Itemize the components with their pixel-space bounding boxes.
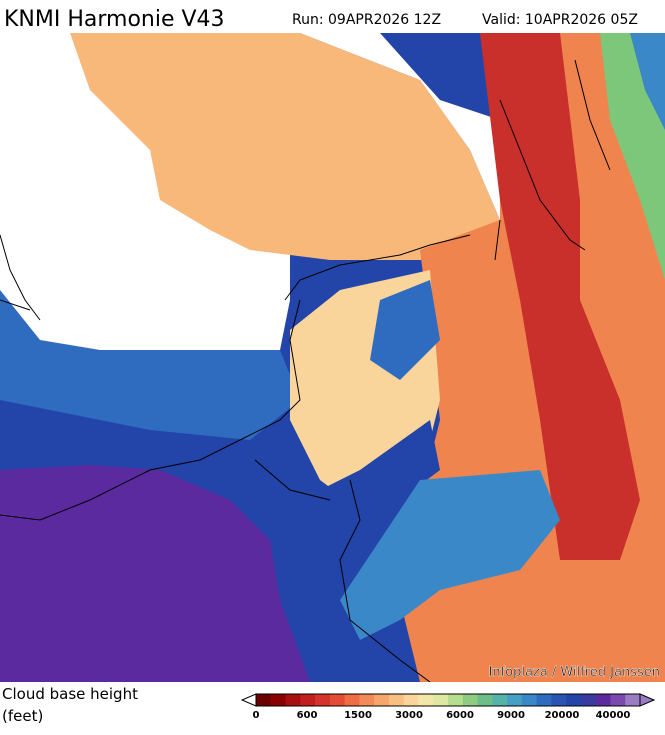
valid-time: Valid: 10APR2026 05Z	[482, 12, 638, 28]
color-swatch	[285, 694, 301, 706]
color-swatch	[403, 694, 419, 706]
colorbar-tick-label: 600	[297, 710, 318, 721]
color-swatch	[329, 694, 346, 706]
colorbar-arrow	[240, 693, 257, 707]
color-swatch	[256, 694, 272, 706]
color-swatch	[388, 694, 405, 706]
colorbar-tick-label: 9000	[497, 710, 525, 721]
color-swatch	[610, 694, 626, 706]
color-swatch	[492, 694, 508, 706]
colorbar-tick-label: 0	[253, 710, 260, 721]
color-swatch	[507, 694, 523, 706]
colorbar-tick-label: 1500	[344, 710, 372, 721]
legend-unit: (feet)	[2, 707, 43, 725]
color-swatch	[595, 694, 611, 706]
legend-title: Cloud base height	[2, 685, 138, 703]
color-swatch	[462, 694, 479, 706]
color-swatch	[536, 694, 552, 706]
color-swatch	[521, 694, 538, 706]
colorbar-arrow	[639, 693, 656, 707]
color-swatch	[477, 694, 493, 706]
colorbar-tick-label: 40000	[596, 710, 631, 721]
color-swatch	[625, 694, 641, 706]
title: KNMI Harmonie V43	[4, 7, 225, 32]
color-swatch	[344, 694, 360, 706]
color-swatch	[418, 694, 434, 706]
color-swatch	[433, 694, 449, 706]
map: Infoplaza / Wilfred Janssen	[0, 33, 665, 682]
color-swatch	[300, 694, 316, 706]
color-swatch	[374, 694, 390, 706]
color-swatch	[315, 694, 331, 706]
colorbar: 0 600 1500 3000 6000 9000 20000 40000	[240, 693, 656, 721]
color-swatch	[566, 694, 582, 706]
color-swatch	[551, 694, 567, 706]
run-time: Run: 09APR2026 12Z	[292, 12, 441, 28]
credit: Infoplaza / Wilfred Janssen	[488, 665, 660, 680]
colorbar-tick-label: 3000	[395, 710, 423, 721]
colorbar-frame	[255, 693, 641, 707]
colorbar-tick-label: 20000	[545, 710, 580, 721]
color-swatch	[580, 694, 597, 706]
colorbar-tick-label: 6000	[446, 710, 474, 721]
color-swatch	[448, 694, 464, 706]
color-swatch	[359, 694, 375, 706]
color-swatch	[270, 694, 287, 706]
